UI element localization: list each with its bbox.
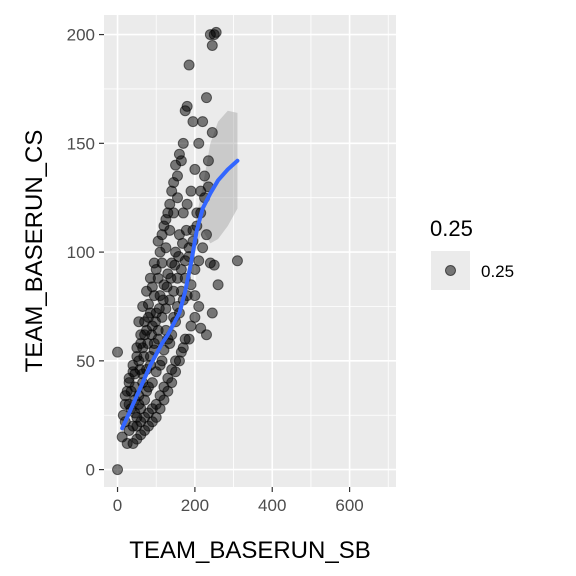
data-point (177, 237, 189, 249)
data-point (179, 333, 191, 345)
data-point (165, 272, 177, 284)
axes: 0 200 400 600 0 50 100 150 200 (67, 26, 364, 515)
y-tick-label: 200 (67, 26, 95, 45)
data-point (208, 259, 220, 271)
data-point (157, 294, 169, 306)
data-point (175, 155, 187, 167)
x-tick-label: 400 (258, 496, 286, 515)
data-point (181, 198, 193, 210)
data-point (206, 39, 218, 51)
y-tick-label: 100 (67, 243, 95, 262)
legend-key-point (445, 265, 456, 276)
data-point (193, 255, 205, 267)
data-point (185, 320, 197, 332)
data-point (148, 290, 160, 302)
data-point (146, 377, 158, 389)
data-point (127, 437, 139, 449)
data-point (206, 307, 218, 319)
data-point (137, 300, 149, 312)
data-point (231, 255, 243, 267)
data-point (173, 250, 185, 262)
data-point (160, 242, 172, 254)
data-point (177, 137, 189, 149)
y-tick-label: 0 (86, 461, 95, 480)
data-point (160, 213, 172, 225)
data-point (200, 92, 212, 104)
data-point (144, 307, 156, 319)
data-point (185, 185, 197, 197)
x-tick-label: 600 (335, 496, 363, 515)
data-point (152, 272, 164, 284)
data-point (197, 242, 209, 254)
data-point (180, 224, 192, 236)
data-point (187, 116, 199, 128)
y-axis-title: TEAM_BASERUN_CS (21, 130, 48, 373)
data-point (171, 170, 183, 182)
data-point (146, 329, 158, 341)
data-point (195, 185, 207, 197)
data-point (206, 126, 218, 138)
data-point (202, 155, 214, 167)
data-point (197, 116, 209, 128)
data-point (154, 359, 166, 371)
x-tick-label: 200 (181, 496, 209, 515)
data-point (189, 290, 201, 302)
data-point (183, 59, 195, 71)
smooth-line-layer (120, 158, 240, 431)
data-point (133, 316, 145, 328)
data-point (195, 322, 207, 334)
y-tick-label: 150 (67, 134, 95, 153)
data-point (193, 300, 205, 312)
legend-title: 0.25 (430, 216, 473, 241)
data-point (189, 163, 201, 175)
data-point (164, 224, 176, 236)
x-axis-title: TEAM_BASERUN_SB (129, 537, 370, 564)
x-tick-label: 0 (113, 496, 122, 515)
y-tick-label: 50 (76, 352, 95, 371)
data-point (199, 170, 211, 182)
data-point (179, 105, 191, 117)
data-point (171, 192, 183, 204)
data-point (212, 279, 224, 291)
data-point (193, 137, 205, 149)
data-point (112, 346, 124, 358)
data-point (168, 207, 180, 219)
data-point (210, 26, 222, 38)
smooth-line (120, 158, 240, 431)
data-point (138, 350, 150, 362)
data-point (134, 364, 146, 376)
data-point (149, 316, 161, 328)
data-point (175, 346, 187, 358)
legend: 0.25 0.25 (430, 216, 514, 290)
data-point (156, 257, 168, 269)
legend-label: 0.25 (481, 262, 514, 281)
data-point (131, 420, 143, 432)
data-point (112, 464, 124, 476)
data-points (112, 26, 243, 476)
data-point (200, 229, 212, 241)
